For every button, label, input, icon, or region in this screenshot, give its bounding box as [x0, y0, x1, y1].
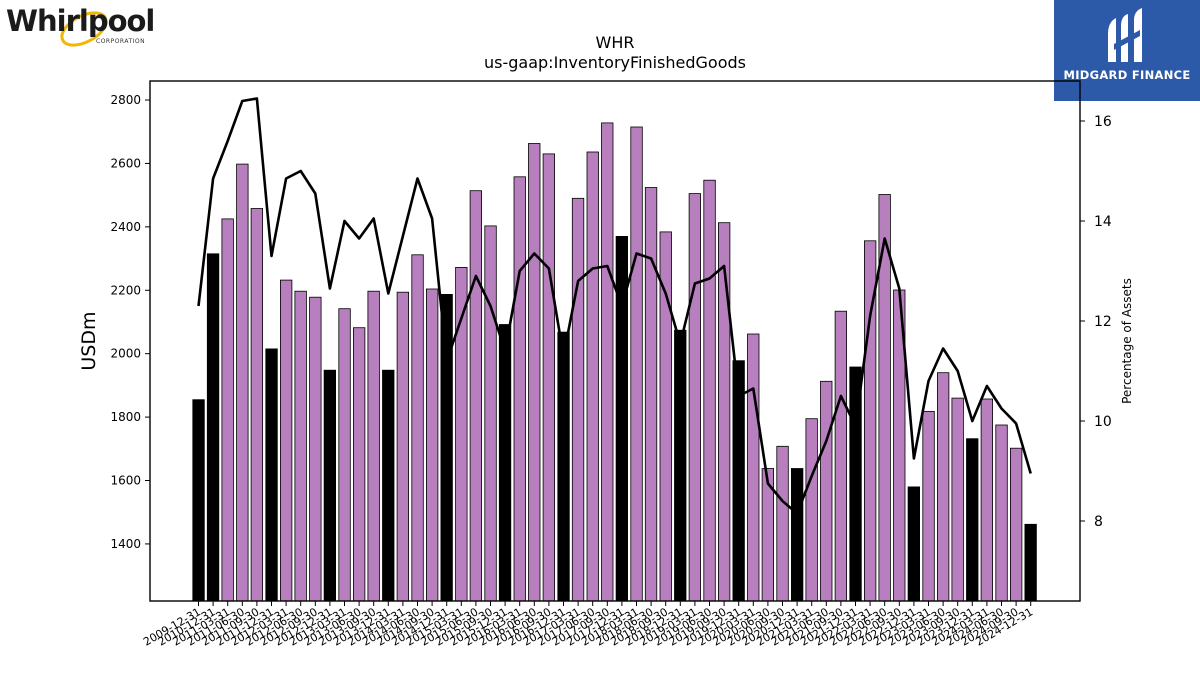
- bar-annual: [440, 293, 453, 602]
- bar-quarterly: [250, 208, 264, 602]
- bar-annual: [498, 324, 512, 602]
- bar-quarterly: [951, 397, 964, 602]
- bar-quarterly: [484, 225, 497, 602]
- midgard-finance-logo: MIDGARD FINANCE: [1054, 0, 1200, 101]
- bar-quarterly: [586, 151, 599, 602]
- bar-quarterly: [221, 218, 234, 602]
- left-axis-tick-label: 2800: [110, 93, 141, 107]
- bar-annual: [1024, 523, 1037, 602]
- right-axis-tick-label: 8: [1094, 514, 1103, 530]
- bar-annual: [265, 348, 278, 602]
- chart-title: WHR: [596, 33, 635, 52]
- right-axis-tick-label: 12: [1094, 314, 1112, 330]
- bar-quarterly: [747, 333, 760, 602]
- bar-quarterly: [411, 254, 424, 602]
- chart-subtitle: us-gaap:InventoryFinishedGoods: [484, 53, 746, 72]
- bar-quarterly: [980, 398, 993, 602]
- left-axis-tick-label: 1600: [110, 474, 141, 488]
- left-axis-tick-label: 1800: [110, 410, 141, 424]
- whirlpool-logo: Whirlpool CORPORATION: [4, 4, 155, 54]
- bar-annual: [206, 253, 220, 602]
- bar-quarterly: [513, 176, 526, 602]
- left-axis-label: USDm: [78, 311, 100, 370]
- bar-quarterly: [937, 372, 950, 602]
- percentage-of-assets-line: [197, 97, 1032, 515]
- bar-quarterly: [352, 327, 366, 602]
- bar-quarterly: [703, 179, 716, 602]
- bar-quarterly: [571, 197, 585, 602]
- bar-annual: [674, 329, 687, 602]
- bar-quarterly: [528, 143, 541, 602]
- bar-quarterly: [834, 310, 847, 602]
- whirlpool-swoosh-icon: [60, 11, 108, 47]
- left-axis-tick-label: 1400: [110, 537, 141, 551]
- bar-annual: [557, 331, 570, 602]
- midgard-emblem-icon: [1108, 8, 1142, 62]
- bar-quarterly: [776, 445, 789, 602]
- bar-quarterly: [294, 290, 307, 602]
- left-axis-tick-label: 2200: [110, 283, 141, 297]
- whirlpool-logo-text: Whirlpool: [6, 4, 155, 38]
- bar-quarterly: [922, 410, 935, 602]
- bar-quarterly: [644, 187, 658, 602]
- bar-annual: [382, 369, 395, 602]
- bar-quarterly: [688, 193, 701, 602]
- bar-quarterly: [820, 380, 833, 602]
- right-axis-tick-label: 16: [1094, 114, 1112, 130]
- bar-quarterly: [469, 190, 483, 602]
- bar-quarterly: [309, 296, 322, 602]
- bar-quarterly: [425, 288, 439, 602]
- bar-annual: [791, 468, 804, 602]
- bar-annual: [907, 486, 920, 602]
- bar-annual: [192, 399, 205, 602]
- left-axis-tick-label: 2400: [110, 220, 141, 234]
- bar-quarterly: [718, 222, 731, 602]
- bar-quarterly: [367, 290, 380, 602]
- left-axis-tick-label: 2000: [110, 347, 141, 361]
- whirlpool-logo-subtext: CORPORATION: [96, 38, 146, 45]
- left-axis-tick-label: 2600: [110, 156, 141, 170]
- bar-annual: [323, 369, 337, 602]
- bar-quarterly: [542, 153, 555, 602]
- bar-quarterly: [630, 126, 643, 602]
- bar-quarterly: [601, 122, 614, 602]
- right-axis-label: Percentage of Assets: [1120, 278, 1134, 404]
- publisher-name: MIDGARD FINANCE: [1063, 68, 1191, 82]
- right-axis-tick-label: 14: [1094, 214, 1112, 230]
- bar-quarterly: [279, 279, 293, 602]
- bar-quarterly: [805, 418, 818, 602]
- bar-quarterly: [1010, 447, 1023, 602]
- bar-quarterly: [396, 291, 410, 602]
- bar-annual: [966, 438, 979, 602]
- plot-frame: [149, 80, 1081, 602]
- bar-quarterly: [236, 163, 249, 602]
- bar-quarterly: [338, 308, 351, 602]
- right-axis-tick-label: 10: [1094, 414, 1112, 430]
- bar-quarterly: [995, 424, 1008, 602]
